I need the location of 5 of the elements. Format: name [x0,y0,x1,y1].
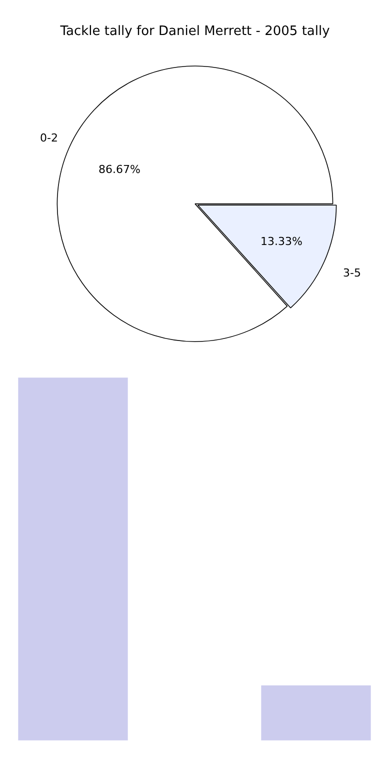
chart-title: Tackle tally for Daniel Merrett - 2005 tally [59,24,330,40]
slice-label: 3-5 [342,266,361,280]
slice-label: 0-2 [40,132,58,145]
data-label: 13.33% [260,235,302,248]
data-label: 86.67% [98,163,140,176]
